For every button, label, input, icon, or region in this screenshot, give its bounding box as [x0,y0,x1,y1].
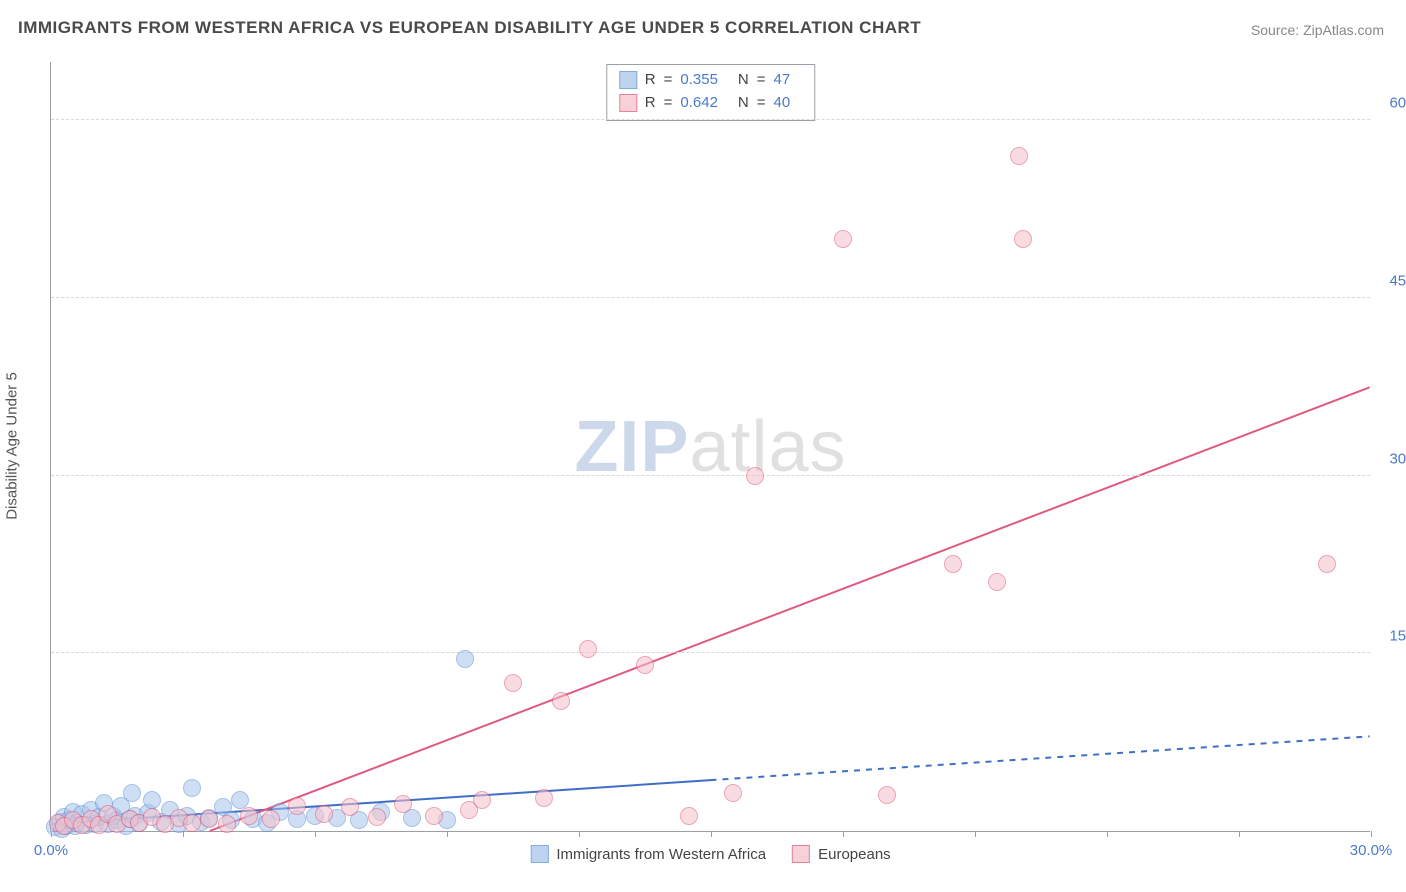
data-point [183,779,201,797]
data-point [218,815,236,833]
x-tick [315,831,316,837]
data-point [425,807,443,825]
y-tick-label: 45.0% [1377,272,1406,289]
data-point [878,786,896,804]
data-point [123,784,141,802]
legend-label: Europeans [818,846,891,863]
source-link[interactable]: ZipAtlas.com [1303,22,1384,38]
data-point [143,791,161,809]
legend-item: Immigrants from Western Africa [530,845,766,863]
data-point [262,810,280,828]
data-point [288,797,306,815]
data-point [579,640,597,658]
gridline [51,297,1370,298]
series-legend: Immigrants from Western Africa Europeans [530,845,890,863]
data-point [834,230,852,248]
stat-n-label: N [738,69,749,92]
source-attribution: Source: ZipAtlas.com [1251,22,1384,38]
x-tick-label: 30.0% [1350,842,1393,859]
data-point [368,808,386,826]
x-tick [843,831,844,837]
data-point [394,795,412,813]
data-point [724,784,742,802]
stat-eq: = [757,69,766,92]
stat-r-label: R [645,92,656,115]
stat-n-value: 47 [774,69,791,92]
data-point [988,573,1006,591]
x-tick [975,831,976,837]
data-point [1318,555,1336,573]
gridline [51,652,1370,653]
data-point [1010,147,1028,165]
y-tick-label: 30.0% [1377,450,1406,467]
stats-row: R = 0.642 N = 40 [619,92,802,115]
data-point [200,810,218,828]
x-tick [711,831,712,837]
stat-eq: = [757,92,766,115]
stats-row: R = 0.355 N = 47 [619,69,802,92]
stat-r-label: R [645,69,656,92]
data-point [183,814,201,832]
data-point [552,692,570,710]
x-tick [579,831,580,837]
data-point [456,650,474,668]
data-point [680,807,698,825]
scatter-plot: ZIPatlas R=0.355N=47R=0.642N=40 Immigran… [50,62,1370,832]
legend-item: Europeans [792,845,891,863]
data-point [504,674,522,692]
legend-swatch [530,845,548,863]
legend-swatch [792,845,810,863]
y-tick-label: 15.0% [1377,628,1406,645]
stat-n-label: N [738,92,749,115]
data-point [1014,230,1032,248]
data-point [341,798,359,816]
x-tick [1239,831,1240,837]
legend-swatch [619,71,637,89]
chart-title: IMMIGRANTS FROM WESTERN AFRICA VS EUROPE… [18,18,921,38]
x-tick [1371,831,1372,837]
stat-n-value: 40 [774,92,791,115]
stat-eq: = [664,69,673,92]
legend-label: Immigrants from Western Africa [556,846,766,863]
data-point [944,555,962,573]
data-point [240,807,258,825]
data-point [535,789,553,807]
x-tick [447,831,448,837]
trend-line [210,387,1370,831]
gridline [51,119,1370,120]
stat-eq: = [664,92,673,115]
correlation-stats-box: R = 0.355 N = 47 R = 0.642 N = 40 [606,64,815,121]
data-point [636,656,654,674]
gridline [51,475,1370,476]
trend-line [711,736,1370,780]
stat-r-value: 0.642 [680,92,718,115]
x-tick-label: 0.0% [34,842,68,859]
legend-swatch [619,94,637,112]
y-axis-label: Disability Age Under 5 [4,372,21,520]
data-point [473,791,491,809]
x-tick [183,831,184,837]
source-prefix: Source: [1251,22,1303,38]
x-tick [1107,831,1108,837]
y-tick-label: 60.0% [1377,95,1406,112]
stat-r-value: 0.355 [680,69,718,92]
data-point [746,467,764,485]
data-point [315,805,333,823]
trend-lines-layer [51,62,1370,831]
